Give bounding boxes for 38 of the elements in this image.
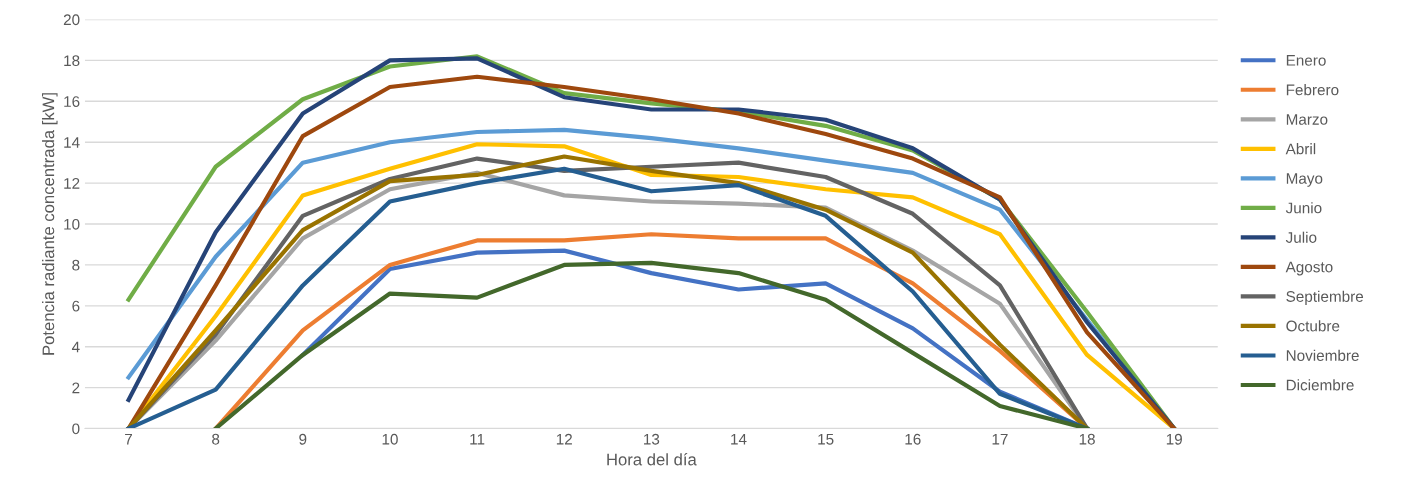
y-tick-label: 10	[64, 218, 80, 230]
legend-label: Septiembre	[1286, 290, 1364, 305]
x-axis-title: Hora del día	[607, 453, 697, 466]
y-tick-label: 14	[64, 137, 80, 148]
y-tick-label: 0	[72, 423, 80, 435]
y-tick-label: 8	[72, 259, 80, 271]
x-tick-label: 13	[644, 433, 660, 445]
x-tick-label: 15	[818, 433, 834, 445]
x-tick-label: 9	[299, 433, 307, 445]
x-tick-label: 8	[212, 433, 220, 445]
x-tick-label: 18	[1079, 433, 1095, 445]
legend-label: Abril	[1285, 143, 1316, 155]
x-tick-label: 7	[125, 433, 133, 445]
x-tick-label: 11	[470, 433, 485, 445]
legend-label: Junio	[1285, 202, 1322, 214]
x-tick-label: 12	[556, 433, 572, 445]
x-tick-label: 16	[905, 433, 921, 445]
y-tick-label: 4	[71, 341, 80, 353]
legend-label: Febrero	[1286, 84, 1339, 96]
legend-label: Agosto	[1285, 261, 1333, 276]
y-tick-label: 16	[64, 96, 80, 107]
x-tick-label: 17	[992, 433, 1008, 445]
legend-label: Noviembre	[1286, 349, 1359, 361]
y-tick-label: 6	[72, 300, 80, 312]
x-tick-label: 10	[382, 433, 398, 445]
x-tick-label: 19	[1166, 433, 1182, 445]
x-tick-label: 14	[731, 433, 747, 445]
legend-label: Julio	[1285, 231, 1317, 243]
y-tick-label: 20	[63, 14, 80, 26]
legend-label: Octubre	[1286, 320, 1340, 332]
y-tick-label: 12	[64, 177, 80, 189]
y-axis-title: Potencia radiante concentrada [kW]	[42, 93, 58, 355]
legend-label: Enero	[1286, 55, 1326, 66]
legend-label: Marzo	[1286, 114, 1328, 125]
legend-label: Diciembre	[1286, 379, 1354, 391]
y-tick-label: 18	[64, 55, 80, 67]
legend-label: Mayo	[1286, 173, 1323, 187]
y-tick-label: 2	[72, 382, 80, 394]
